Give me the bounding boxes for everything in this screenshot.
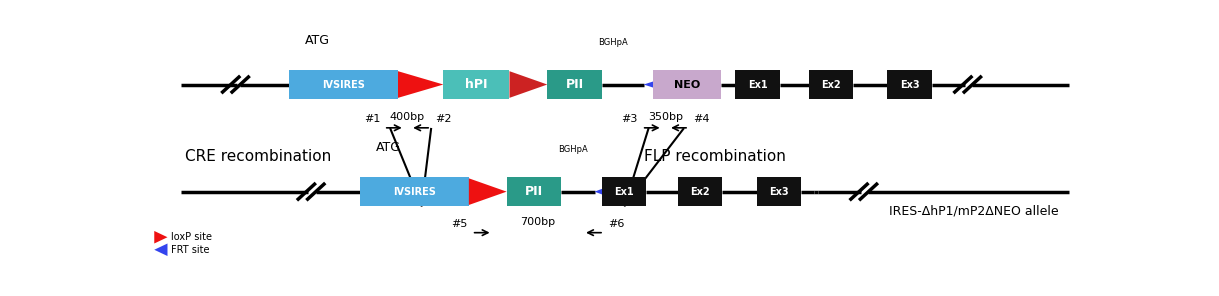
Text: PII: PII (525, 185, 544, 198)
Text: #2: #2 (435, 114, 451, 124)
Text: Ex1: Ex1 (747, 80, 767, 89)
Bar (602, 177, 646, 207)
Text: FLP recombination: FLP recombination (644, 149, 785, 164)
Text: Ex3: Ex3 (769, 187, 789, 197)
Text: IVSIRES: IVSIRES (393, 187, 436, 197)
Polygon shape (595, 178, 630, 205)
Text: Ex1: Ex1 (614, 187, 634, 197)
Bar (809, 70, 853, 99)
Polygon shape (155, 244, 167, 256)
Text: 350bp: 350bp (647, 112, 683, 122)
Text: 700bp: 700bp (521, 217, 556, 227)
Bar (887, 70, 931, 99)
Text: 400bp: 400bp (390, 112, 425, 122)
Bar (289, 70, 399, 99)
Text: #1: #1 (363, 114, 380, 124)
Polygon shape (644, 71, 685, 98)
Text: FRT site: FRT site (171, 245, 210, 255)
Polygon shape (510, 71, 547, 98)
Bar (735, 70, 780, 99)
Text: BGHpA: BGHpA (558, 145, 588, 154)
Text: Ex2: Ex2 (822, 80, 841, 89)
Text: #5: #5 (451, 218, 468, 229)
Text: NEO: NEO (674, 80, 700, 89)
Text: CRE recombination: CRE recombination (185, 149, 332, 164)
Polygon shape (399, 71, 444, 98)
Bar (361, 177, 469, 207)
Polygon shape (155, 231, 167, 244)
Text: Ex2: Ex2 (690, 187, 709, 197)
Bar (444, 70, 510, 99)
Text: Ex3: Ex3 (900, 80, 919, 89)
Bar (507, 177, 562, 207)
Text: IVSIRES: IVSIRES (322, 80, 366, 89)
Bar (653, 70, 722, 99)
Bar (547, 70, 602, 99)
Bar (678, 177, 722, 207)
Polygon shape (469, 178, 507, 205)
Text: #4: #4 (692, 114, 709, 124)
Text: BGHpA: BGHpA (599, 38, 628, 47)
Text: loxP site: loxP site (171, 232, 212, 242)
Text: ATG: ATG (305, 34, 330, 47)
Text: IRES-ΔhP1/mP2ΔNEO allele: IRES-ΔhP1/mP2ΔNEO allele (890, 205, 1059, 218)
Bar (757, 177, 801, 207)
Text: hPI: hPI (466, 78, 488, 91)
Text: #6: #6 (608, 218, 624, 229)
Text: #3: #3 (622, 114, 638, 124)
Text: ATG: ATG (375, 141, 401, 154)
Text: PII: PII (566, 78, 584, 91)
